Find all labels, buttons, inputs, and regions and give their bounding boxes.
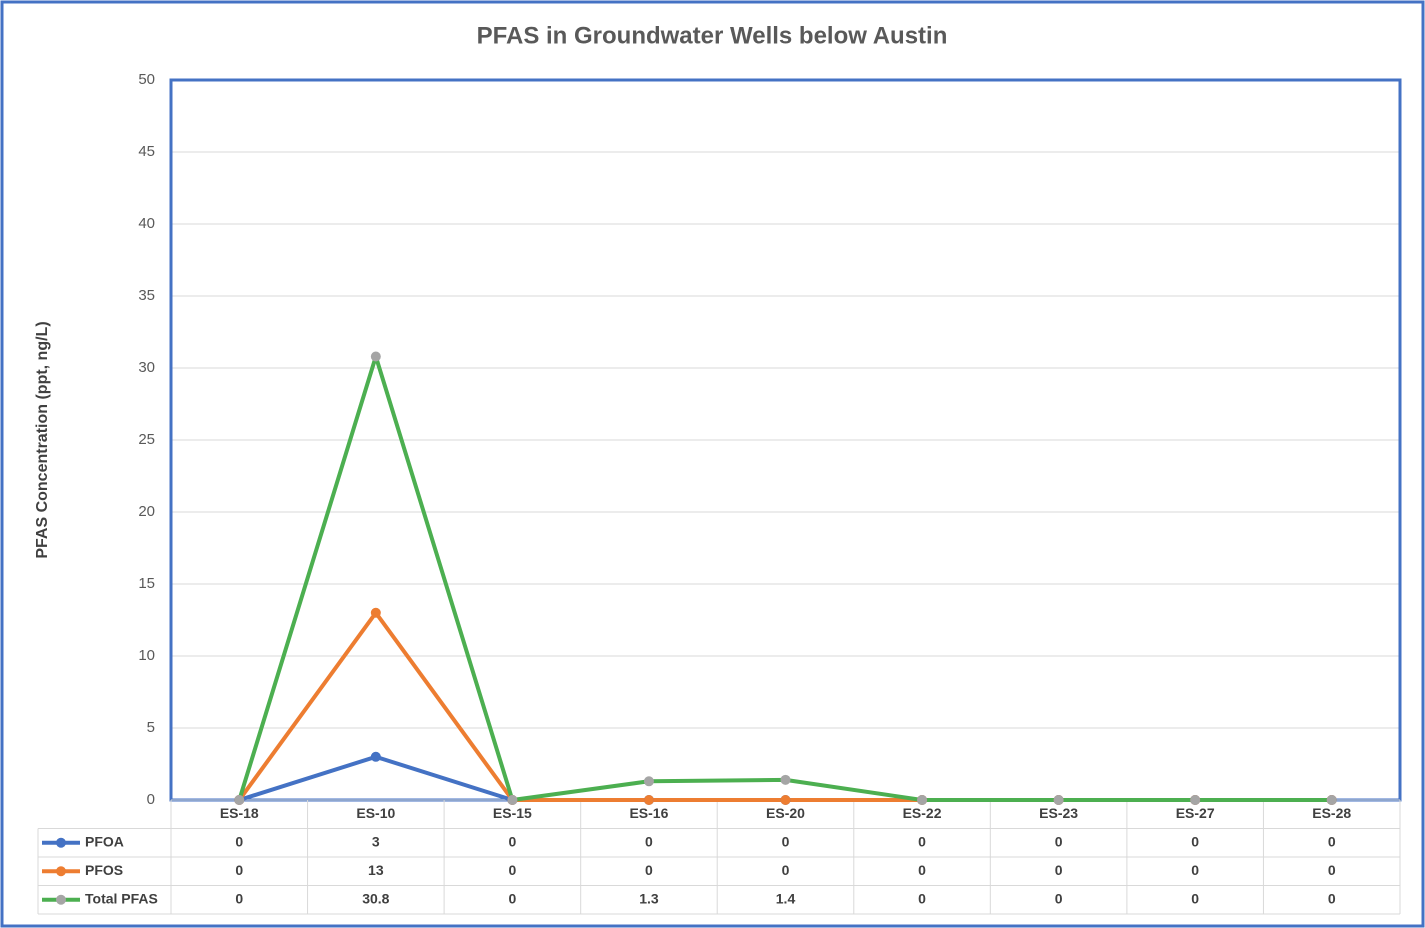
table-value: 0 <box>1055 833 1063 849</box>
table-value: 0 <box>782 862 790 878</box>
y-tick-label: 20 <box>138 503 155 520</box>
table-value: 0 <box>235 890 243 906</box>
table-value: 0 <box>235 833 243 849</box>
legend-marker <box>56 837 66 848</box>
table-value: 0 <box>1328 862 1336 878</box>
y-tick-label: 45 <box>138 143 155 160</box>
y-tick-label: 35 <box>138 287 155 304</box>
x-tick-label: ES-15 <box>493 805 532 821</box>
marker <box>234 795 245 805</box>
table-value: 0 <box>1055 890 1063 906</box>
table-value: 0 <box>645 862 653 878</box>
table-value: 30.8 <box>362 890 389 906</box>
x-tick-label: ES-22 <box>903 805 942 821</box>
marker <box>643 795 654 805</box>
y-tick-label: 10 <box>138 647 155 664</box>
table-value: 0 <box>918 890 926 906</box>
x-tick-label: ES-23 <box>1039 805 1078 821</box>
legend-label: PFOA <box>85 833 124 849</box>
x-tick-label: ES-18 <box>220 805 259 821</box>
table-value: 0 <box>1328 890 1336 906</box>
y-tick-label: 25 <box>138 431 155 448</box>
marker <box>1326 795 1337 805</box>
y-tick-label: 40 <box>138 215 155 232</box>
table-value: 0 <box>918 862 926 878</box>
legend-label: Total PFAS <box>85 890 158 906</box>
marker <box>507 795 518 805</box>
legend-marker <box>56 866 66 877</box>
table-value: 0 <box>508 833 516 849</box>
marker <box>1053 795 1064 805</box>
table-value: 13 <box>368 862 384 878</box>
table-value: 0 <box>508 862 516 878</box>
y-tick-label: 5 <box>147 719 155 736</box>
table-value: 0 <box>1328 833 1336 849</box>
table-value: 0 <box>1055 862 1063 878</box>
table-value: 0 <box>645 833 653 849</box>
y-tick-label: 0 <box>147 791 155 808</box>
marker <box>370 751 381 762</box>
x-tick-label: ES-28 <box>1312 805 1351 821</box>
table-value: 1.3 <box>639 890 659 906</box>
marker <box>370 607 381 618</box>
marker <box>1190 795 1201 805</box>
table-value: 0 <box>782 833 790 849</box>
marker <box>370 351 381 362</box>
table-value: 0 <box>508 890 516 906</box>
x-tick-label: ES-20 <box>766 805 805 821</box>
table-value: 0 <box>1191 890 1199 906</box>
table-value: 0 <box>235 862 243 878</box>
y-tick-label: 30 <box>138 359 155 376</box>
table-value: 0 <box>918 833 926 849</box>
table-value: 1.4 <box>776 890 796 906</box>
x-tick-label: ES-16 <box>629 805 668 821</box>
y-tick-label: 15 <box>138 575 155 592</box>
chart-title: PFAS in Groundwater Wells below Austin <box>477 22 948 49</box>
y-tick-label: 50 <box>138 71 155 88</box>
marker <box>780 774 791 785</box>
marker <box>780 795 791 805</box>
y-axis-title: PFAS Concentration (ppt, ng/L) <box>34 321 51 558</box>
table-value: 3 <box>372 833 380 849</box>
x-tick-label: ES-10 <box>356 805 395 821</box>
marker <box>917 795 928 805</box>
table-value: 0 <box>1191 833 1199 849</box>
legend-marker <box>56 894 66 905</box>
legend-label: PFOS <box>85 862 123 878</box>
x-tick-label: ES-27 <box>1176 805 1215 821</box>
marker <box>643 776 654 787</box>
table-value: 0 <box>1191 862 1199 878</box>
